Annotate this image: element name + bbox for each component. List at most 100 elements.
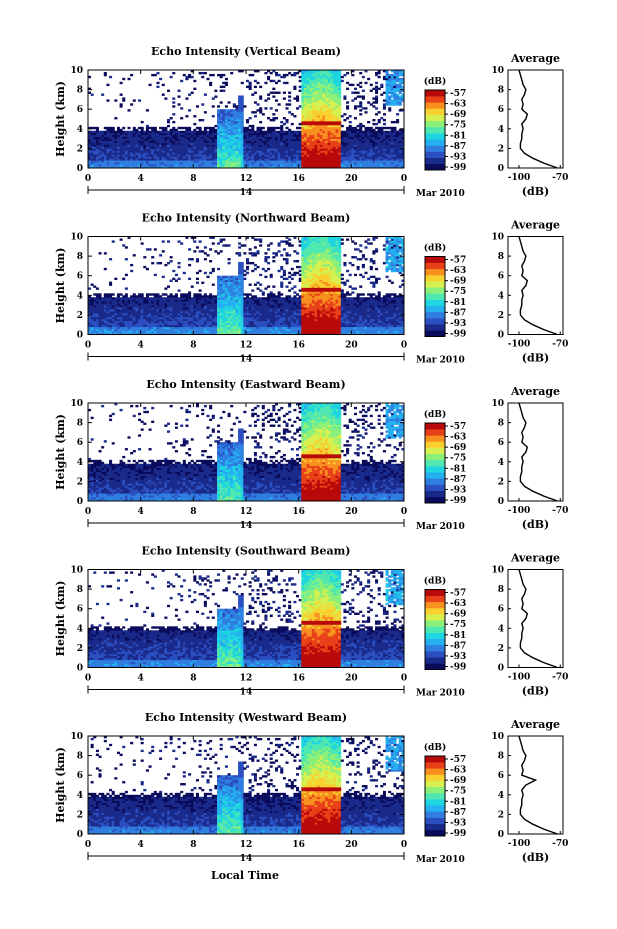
heatmap-cell [253,132,257,136]
heatmap-cell [319,75,323,79]
heatmap-cell [124,293,128,296]
heatmap-cell [172,299,176,302]
heatmap-cell [246,120,250,124]
heatmap-cell [111,146,115,149]
heatmap-cell [330,111,334,114]
heatmap-cell [219,240,223,243]
heatmap-cell [330,136,334,139]
heatmap-cell [314,115,318,118]
heatmap-cell [353,97,357,100]
heatmap-cell [180,138,184,141]
heatmap-cell [138,310,142,314]
heatmap-cell [388,73,392,77]
heatmap-cell [172,318,176,322]
heatmap-cell [356,136,360,139]
heatmap-cell [253,150,257,153]
heatmap-cell [314,75,318,79]
heatmap-cell [224,291,228,294]
heatmap-cell [93,134,97,138]
heatmap-cell [145,158,149,161]
heatmap-cell [124,301,128,304]
heatmap-cell [240,267,244,271]
heatmap-cell [274,164,278,167]
heatmap-cell [101,309,105,312]
heatmap-cell [124,140,128,143]
heatmap-cell [285,148,289,151]
heatmap-cell [109,299,113,302]
heatmap-cell [390,93,394,96]
heatmap-cell [351,158,355,161]
heatmap-cell [274,81,278,85]
heatmap-cell [206,164,210,167]
heatmap-cell [335,154,339,157]
heatmap-cell [319,107,323,110]
heatmap-cell [190,148,194,151]
heatmap-cell [325,107,329,110]
heatmap-cell [335,164,339,167]
heatmap-cell [264,156,268,159]
heatmap-cell [167,146,171,149]
heatmap-cell [240,117,244,120]
heatmap-cell [340,148,344,151]
heatmap-cell [209,152,213,155]
heatmap-cell [346,142,350,145]
heatmap-cell [222,295,226,298]
heatmap-cell [351,144,355,147]
heatmap-cell [224,332,228,335]
heatmap-cell [198,142,202,145]
heatmap-cell [101,132,105,136]
heatmap-cell [282,81,286,85]
heatmap-cell [116,140,120,143]
heatmap-cell [180,144,184,147]
heatmap-cell [232,103,236,106]
heatmap-cell [95,332,99,335]
heatmap-cell [393,83,397,87]
panels-layer: Echo Intensity (Vertical Beam)0246810Hei… [54,45,568,865]
heatmap-cell [122,303,126,306]
heatmap-cell [327,71,331,75]
heatmap-cell [253,140,257,143]
heatmap-cell [385,158,389,161]
heatmap-cell [298,154,302,157]
heatmap-cell [309,148,313,151]
heatmap-cell [298,160,302,163]
heatmap-cell [122,77,126,81]
heatmap-cell [119,142,123,145]
heatmap-cell [240,160,244,163]
heatmap-cell [172,328,176,331]
heatmap-cell [227,326,231,330]
heatmap-cell [182,126,186,130]
heatmap-cell [330,132,334,136]
heatmap-cell [364,126,368,130]
heatmap-cell [185,130,189,134]
heatmap-cell [269,144,273,147]
heatmap-cell [322,103,326,106]
heatmap-cell [353,134,357,138]
heatmap-cell [306,117,310,120]
heatmap-cell [153,156,157,159]
heatmap-cell [145,166,149,168]
heatmap-cell [272,136,276,139]
heatmap-cell [119,324,123,328]
heatmap-cell [217,312,221,316]
heatmap-cell [314,130,318,134]
heatmap-cell [148,134,152,138]
heatmap-cell [145,307,149,310]
heatmap-cell [309,152,313,155]
heatmap-cell [327,148,331,151]
heatmap-cell [124,307,128,310]
heatmap-cell [114,158,118,161]
heatmap-cell [203,158,207,161]
heatmap-cell [238,132,242,136]
heatmap-cell [232,119,236,122]
heatmap-cell [309,105,313,108]
heatmap-cell [232,320,236,324]
heatmap-cell [251,148,255,151]
heatmap-cell [114,162,118,165]
heatmap-cell [211,332,215,335]
heatmap-cell [161,310,165,314]
heatmap-cell [88,297,92,300]
heatmap-cell [219,322,223,326]
heatmap-cell [238,279,242,282]
heatmap-cell [280,156,284,159]
